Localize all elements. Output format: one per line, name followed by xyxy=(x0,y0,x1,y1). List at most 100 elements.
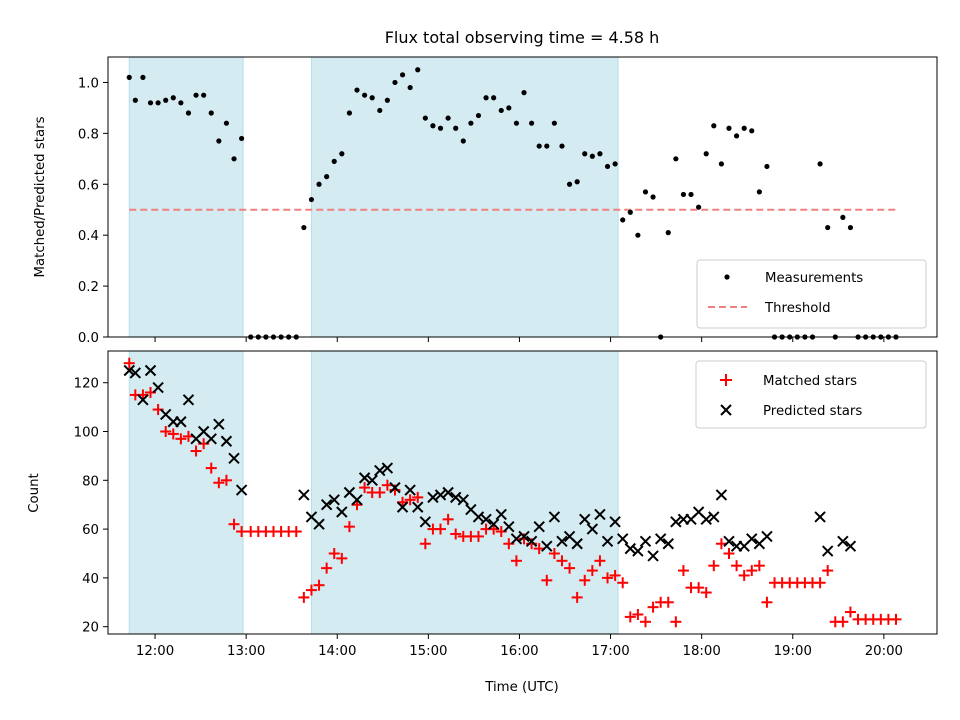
measurement-point xyxy=(316,181,322,187)
measurement-point xyxy=(460,138,466,144)
measurement-point xyxy=(733,133,740,139)
chart-title: Flux total observing time = 4.58 h xyxy=(385,28,660,47)
matched-point xyxy=(298,591,310,603)
predicted-point xyxy=(205,433,217,445)
matched-point xyxy=(175,433,187,445)
measurement-point xyxy=(718,161,724,167)
matched-point xyxy=(609,569,621,581)
measurement-point xyxy=(513,120,520,126)
measurement-point xyxy=(445,115,451,121)
measurement-point xyxy=(544,143,550,149)
measurement-point xyxy=(597,151,603,157)
matched-point xyxy=(594,555,606,567)
measurement-point xyxy=(491,95,497,101)
predicted-point xyxy=(472,511,485,523)
predicted-point xyxy=(700,513,712,526)
matched-point xyxy=(510,555,522,567)
shaded-interval xyxy=(128,56,244,338)
measurement-point xyxy=(566,181,573,187)
predicted-point xyxy=(495,508,507,521)
predicted-point xyxy=(548,511,561,523)
matched-point xyxy=(746,565,758,577)
matched-point xyxy=(548,547,560,559)
matched-point xyxy=(761,596,773,608)
predicted-point xyxy=(586,523,599,535)
x-tick-label: 17:00 xyxy=(591,644,629,659)
legend-matched-marker xyxy=(720,374,732,386)
measurement-point xyxy=(726,125,732,131)
y-tick-label: 0.6 xyxy=(78,178,99,193)
y-tick-label: 100 xyxy=(74,426,99,441)
predicted-point xyxy=(761,530,773,543)
measurement-point xyxy=(354,87,360,93)
legend-predicted-label: Predicted stars xyxy=(763,404,862,419)
x-tick-label: 19:00 xyxy=(774,644,812,659)
matched-point xyxy=(343,521,355,533)
matched-point xyxy=(160,426,172,438)
matched-point xyxy=(328,547,340,559)
predicted-point xyxy=(639,535,652,548)
predicted-point xyxy=(746,533,758,545)
predicted-point xyxy=(541,540,553,552)
matched-point xyxy=(564,562,576,574)
y-tick-label: 0.2 xyxy=(78,280,99,295)
measurement-point xyxy=(140,74,146,80)
y-tick-label: 0.0 xyxy=(78,331,99,346)
matched-point xyxy=(662,596,674,608)
measurement-point xyxy=(711,123,717,129)
predicted-point xyxy=(662,538,674,550)
matched-point xyxy=(753,560,765,572)
predicted-point xyxy=(412,501,424,513)
bottom-shaded-intervals xyxy=(128,350,619,635)
predicted-point xyxy=(503,520,515,533)
x-tick-label: 18:00 xyxy=(682,644,720,659)
measurement-point xyxy=(559,143,565,149)
legend-measurements-marker xyxy=(724,274,730,280)
predicted-point xyxy=(129,367,142,379)
measurement-point xyxy=(635,232,641,238)
predicted-point xyxy=(814,511,826,523)
matched-point xyxy=(814,577,826,589)
predicted-point xyxy=(654,533,667,545)
measurement-point xyxy=(468,120,474,126)
predicted-point xyxy=(213,418,225,430)
predicted-point xyxy=(427,491,439,504)
y-tick-label: 20 xyxy=(82,621,99,636)
matched-point xyxy=(602,572,614,584)
measurement-point xyxy=(582,151,588,157)
measurement-point xyxy=(749,128,755,134)
measurement-point xyxy=(529,120,535,126)
bottom-y-axis-label: Count xyxy=(27,473,42,513)
predicted-point xyxy=(374,464,386,477)
predicted-point xyxy=(182,394,195,406)
y-tick-label: 0.4 xyxy=(78,229,99,244)
measurement-point xyxy=(208,110,214,116)
predicted-point xyxy=(228,452,240,465)
matched-point xyxy=(305,584,317,596)
shaded-interval xyxy=(310,350,619,635)
measurement-points xyxy=(126,67,899,340)
predicted-point xyxy=(533,520,545,533)
matched-point xyxy=(624,611,636,623)
matched-point xyxy=(632,608,644,620)
measurement-point xyxy=(574,179,580,185)
predicted-point xyxy=(844,540,857,552)
predicted-points xyxy=(123,364,857,562)
measurement-point xyxy=(642,189,649,195)
top-panel: 0.0 0.2 0.4 0.6 0.8 1.0 Matched/Predicted sta… xyxy=(33,56,938,346)
x-tick-label: 13:00 xyxy=(227,644,265,659)
predicted-point xyxy=(298,489,310,501)
measurement-point xyxy=(132,97,138,103)
measurement-point xyxy=(239,135,245,142)
matched-point xyxy=(313,579,325,591)
measurement-point xyxy=(536,143,542,149)
matched-point xyxy=(693,582,705,594)
matched-point xyxy=(419,538,431,550)
y-tick-label: 80 xyxy=(82,474,99,489)
y-tick-label: 60 xyxy=(82,523,99,538)
matched-points xyxy=(123,357,902,628)
measurement-point xyxy=(193,92,199,98)
measurement-point xyxy=(551,120,557,126)
top-axes-frame xyxy=(107,56,938,338)
matched-point xyxy=(723,547,735,559)
